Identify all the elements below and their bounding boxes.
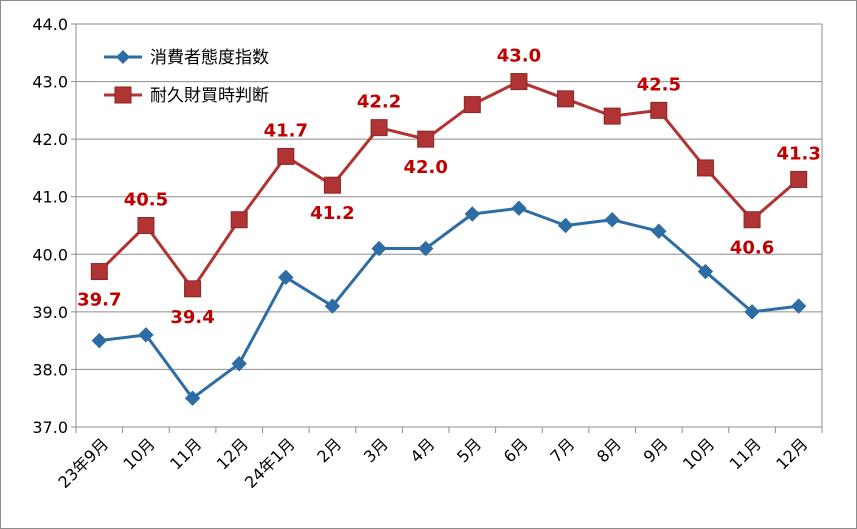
x-tick-label: 6月 <box>500 434 532 466</box>
x-tick-label: 10月 <box>120 434 159 473</box>
x-tick-label: 12月 <box>213 434 252 473</box>
data-point-diamond <box>278 269 294 286</box>
data-point-diamond <box>744 304 760 320</box>
data-label: 42.5 <box>637 74 681 95</box>
x-tick-label: 5月 <box>453 434 485 466</box>
y-tick-label: 39.0 <box>32 303 68 322</box>
x-tick-label: 7月 <box>546 434 578 466</box>
data-point-square <box>603 107 621 125</box>
series-line-2 <box>98 80 800 291</box>
y-tick-label: 43.0 <box>32 73 68 92</box>
data-label: 40.6 <box>730 238 774 259</box>
y-tick-label: 44.0 <box>32 15 68 34</box>
legend-label: 消費者態度指数 <box>150 48 269 68</box>
data-label: 42.2 <box>357 92 401 113</box>
data-point-square <box>90 263 108 281</box>
x-tick-label: 2月 <box>313 434 345 466</box>
x-tick-label: 4月 <box>407 434 439 466</box>
x-tick-label: 12月 <box>772 434 811 473</box>
data-point-diamond <box>790 298 807 314</box>
data-label: 40.5 <box>124 190 168 211</box>
data-point-diamond <box>371 240 387 257</box>
data-label: 41.7 <box>264 120 308 141</box>
data-point-diamond <box>511 200 527 216</box>
legend-label: 耐久財買時判断 <box>150 86 269 106</box>
y-tick-label: 37.0 <box>32 418 68 437</box>
x-tick-label: 8月 <box>593 434 625 466</box>
data-point-diamond <box>464 206 481 222</box>
data-label: 42.0 <box>403 157 447 178</box>
data-point-diamond <box>91 332 108 349</box>
series-line-1 <box>99 206 799 400</box>
x-tick-label: 23年9月 <box>54 434 112 492</box>
data-point-square <box>463 96 481 114</box>
data-label: 39.7 <box>77 290 121 311</box>
data-point-square <box>743 211 761 229</box>
data-point-diamond <box>604 212 620 228</box>
data-point-square <box>323 176 341 194</box>
data-label: 39.4 <box>170 307 214 328</box>
data-point-square <box>510 73 528 91</box>
y-tick-label: 40.0 <box>32 245 68 264</box>
y-tick-label: 38.0 <box>32 360 68 379</box>
data-point-diamond <box>417 240 434 257</box>
x-tick-label: 24年1月 <box>241 434 299 492</box>
data-point-square <box>277 147 295 165</box>
x-tick-label: 11月 <box>726 434 765 473</box>
data-point-square <box>417 130 435 148</box>
data-point-diamond <box>184 390 201 406</box>
legend-marker-square <box>114 86 132 104</box>
data-point-square <box>650 101 668 119</box>
x-tick-label: 10月 <box>679 434 718 473</box>
legend-marker-diamond <box>116 50 130 64</box>
data-point-diamond <box>697 263 714 280</box>
y-tick-label: 41.0 <box>32 188 68 207</box>
data-point-square <box>557 90 575 108</box>
x-tick-label: 9月 <box>640 434 672 466</box>
y-tick-label: 42.0 <box>32 130 68 149</box>
data-label: 41.2 <box>310 203 354 224</box>
data-point-diamond <box>324 298 341 314</box>
data-point-square <box>230 211 248 229</box>
data-point-diamond <box>557 217 574 234</box>
data-point-diamond <box>651 223 667 239</box>
data-point-square <box>370 119 388 137</box>
data-point-square <box>184 280 202 298</box>
x-tick-label: 11月 <box>166 434 205 473</box>
data-label: 41.3 <box>776 143 820 164</box>
data-point-diamond <box>231 355 247 372</box>
data-point-diamond <box>138 327 154 343</box>
data-point-square <box>696 159 714 177</box>
x-tick-label: 3月 <box>360 434 392 466</box>
data-point-square <box>790 170 808 188</box>
data-point-square <box>137 217 155 234</box>
data-label: 43.0 <box>497 46 541 67</box>
